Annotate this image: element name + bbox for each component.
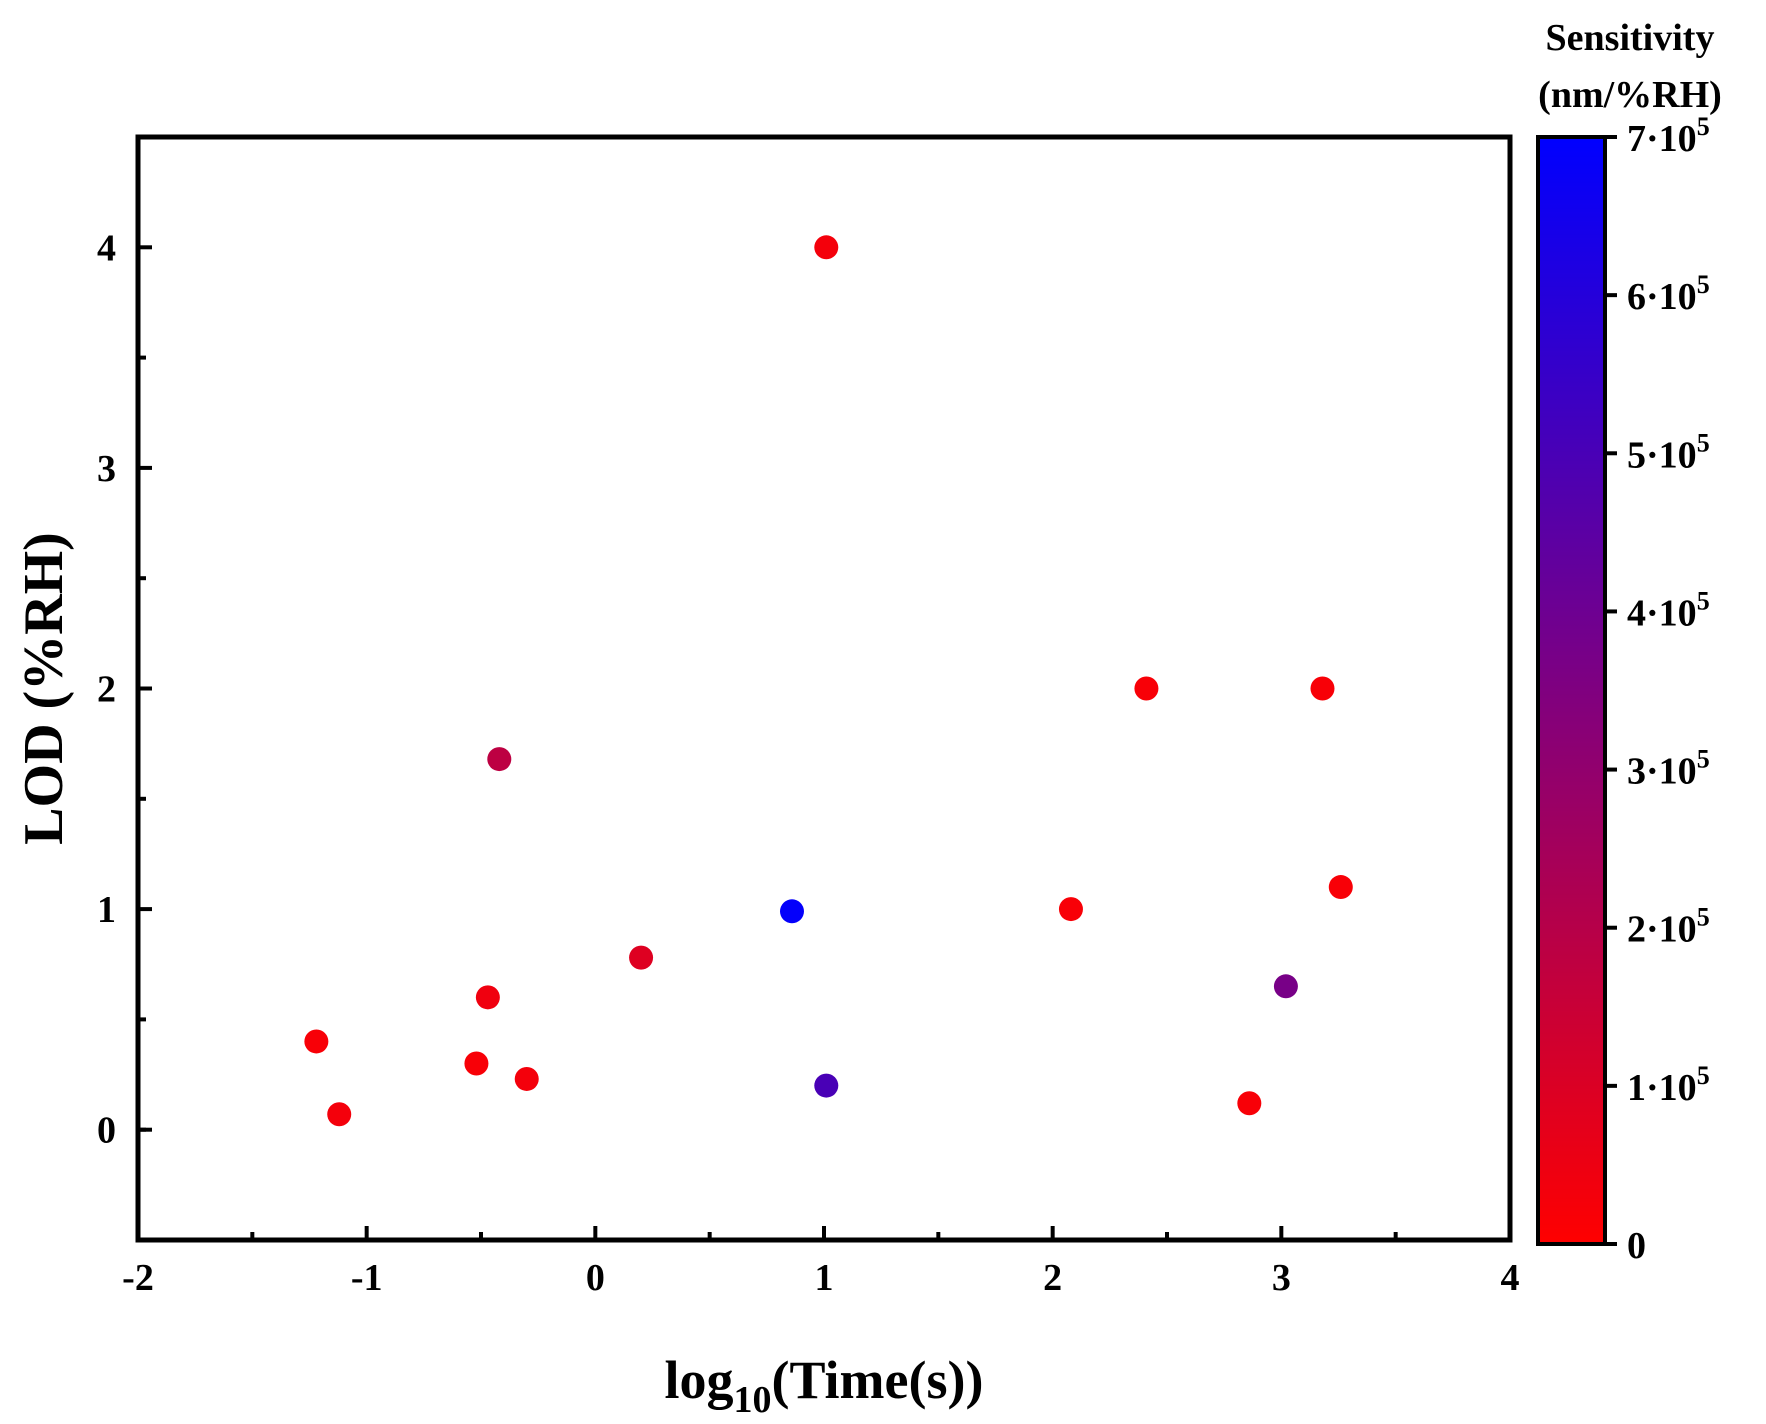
data-point: [327, 1102, 352, 1127]
colorbar-tick-label: 2·105: [1627, 903, 1710, 951]
y-tick-label: 1: [97, 889, 116, 931]
data-point: [1058, 897, 1083, 922]
x-tick-label: -1: [351, 1257, 383, 1299]
data-point: [514, 1066, 539, 1091]
y-tick-label: 0: [97, 1110, 116, 1152]
data-point: [487, 747, 512, 772]
data-point: [1237, 1091, 1262, 1116]
x-tick-label: 0: [586, 1257, 605, 1299]
x-tick-label: 2: [1043, 1257, 1062, 1299]
axis-labels: log10(Time(s)) LOD (%RH): [13, 532, 983, 1421]
x-tick-label: 3: [1272, 1257, 1291, 1299]
colorbar-tick-label: 5·105: [1627, 428, 1710, 476]
data-point: [1134, 676, 1159, 701]
data-point: [464, 1051, 489, 1076]
colorbar-title-line2: (nm/%RH): [1538, 74, 1722, 116]
y-axis-title: LOD (%RH): [13, 532, 75, 845]
x-axis-title: log10(Time(s)): [665, 1350, 984, 1421]
plot-area: -2 -1 0 1 2 3 4 0 1 2 3 4: [97, 134, 1520, 1299]
data-point: [1273, 974, 1298, 999]
data-point: [779, 899, 804, 924]
colorbar-title-line1: Sensitivity: [1546, 17, 1715, 59]
x-tick-label: -2: [122, 1257, 154, 1299]
colorbar-tick-label: 4·105: [1627, 586, 1710, 634]
data-point: [814, 1073, 839, 1098]
colorbar-tick-label: 3·105: [1627, 745, 1710, 793]
data-point: [629, 945, 654, 970]
x-tick-label: 1: [815, 1257, 834, 1299]
data-point: [814, 235, 839, 260]
data-point: [1310, 676, 1335, 701]
colorbar-tick-label: 0: [1627, 1225, 1646, 1267]
data-point: [1328, 875, 1353, 900]
data-point: [304, 1029, 329, 1054]
colorbar-gradient: [1536, 135, 1607, 1246]
y-tick-label: 3: [97, 448, 116, 490]
colorbar-tick-label: 7·105: [1627, 112, 1710, 160]
y-tick-label: 2: [97, 669, 116, 711]
colorbar: 0 1·105 2·105 3·105 4·105 5·105 6·105 7·105 Sens…: [1536, 17, 1722, 1267]
colorbar-tick-label: 1·105: [1627, 1061, 1710, 1109]
data-point: [475, 985, 500, 1010]
x-tick-label: 4: [1501, 1257, 1520, 1299]
y-tick-label: 4: [97, 227, 116, 269]
colorbar-tick-label: 6·105: [1627, 270, 1710, 318]
